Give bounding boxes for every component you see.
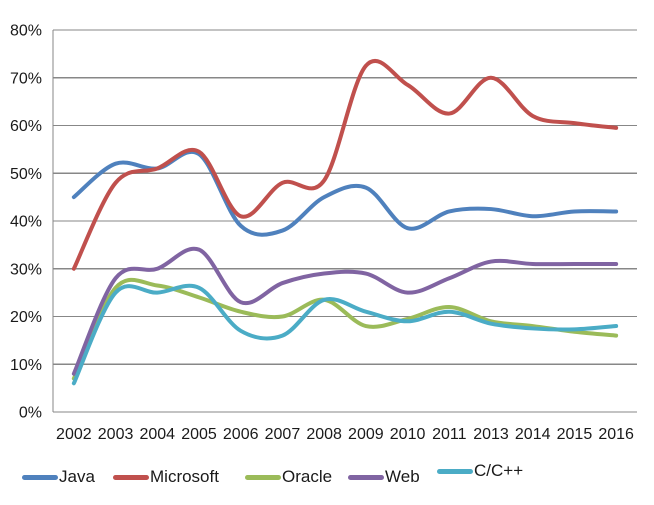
y-tick-label: 0% — [19, 405, 42, 422]
x-tick-label: 2005 — [181, 426, 217, 443]
series-line-web — [71, 246, 619, 376]
y-tick-label: 60% — [10, 118, 42, 135]
y-tick-label: 30% — [10, 261, 42, 278]
series-line-java — [71, 149, 619, 237]
y-tick-label: 40% — [10, 214, 42, 231]
legend-item-web: Web — [348, 466, 420, 488]
x-tick-label: 2004 — [139, 426, 175, 443]
legend-label-c-c: C/C++ — [474, 461, 524, 480]
legend-label-web: Web — [385, 467, 420, 486]
x-tick-label: 2015 — [557, 426, 593, 443]
x-tick-label: 2002 — [56, 426, 92, 443]
legend-swatch-microsoft — [113, 474, 149, 480]
legend-label-microsoft: Microsoft — [150, 467, 219, 486]
legend-swatch-oracle — [245, 474, 281, 480]
y-tick-label: 50% — [10, 166, 42, 183]
y-tick-label: 80% — [10, 23, 42, 40]
series-line-c-c — [71, 283, 619, 386]
series-line-microsoft — [71, 58, 619, 271]
x-tick-label: 2007 — [265, 426, 301, 443]
x-tick-label: 2010 — [390, 426, 426, 443]
legend-label-java: Java — [59, 467, 95, 486]
y-tick-label: 10% — [10, 357, 42, 374]
legend-item-java: Java — [22, 466, 95, 488]
legend-label-oracle: Oracle — [282, 467, 333, 486]
x-tick-label: 2014 — [515, 426, 551, 443]
legend-item-oracle: Oracle — [245, 466, 332, 488]
y-tick-label: 70% — [10, 70, 42, 87]
x-tick-label: 2003 — [98, 426, 134, 443]
y-tick-label: 20% — [10, 309, 42, 326]
series-line-oracle — [71, 277, 619, 381]
legend-swatch-java — [22, 474, 58, 480]
x-tick-label: 2011 — [432, 426, 467, 443]
x-tick-label: 2016 — [598, 426, 634, 443]
legend-swatch-c-c — [437, 468, 473, 474]
chart-legend: Java Microsoft Oracle Web C/C++ — [0, 458, 654, 492]
x-tick-label: 2008 — [306, 426, 342, 443]
legend-item-c-c: C/C++ — [437, 460, 523, 482]
legend-swatch-web — [348, 474, 384, 480]
legend-item-microsoft: Microsoft — [113, 466, 219, 488]
x-tick-label: 2013 — [473, 426, 509, 443]
x-tick-label: 2006 — [223, 426, 259, 443]
x-tick-label: 2009 — [348, 426, 384, 443]
